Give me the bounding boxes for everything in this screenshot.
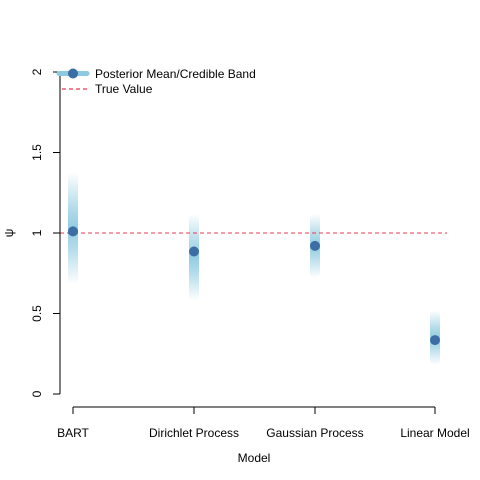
y-axis-label: ψ xyxy=(2,229,16,238)
y-tick-label: 0.5 xyxy=(30,305,44,322)
y-tick-label: 0 xyxy=(30,390,44,397)
legend-label-true-value: True Value xyxy=(95,82,153,96)
x-tick-label: BART xyxy=(57,426,89,440)
posterior-mean-point xyxy=(310,240,320,251)
x-tick-label: Linear Model xyxy=(400,426,469,440)
y-axis: 0 0.5 1 1.5 2 xyxy=(30,68,61,397)
x-axis-label: Model xyxy=(238,451,271,465)
y-tick-label: 2 xyxy=(30,68,44,75)
posterior-mean-point xyxy=(189,246,199,257)
credible-band xyxy=(189,213,199,301)
y-tick-label: 1 xyxy=(30,229,44,236)
x-axis: BART Dirichlet Process Gaussian Process Lin… xyxy=(57,406,470,440)
posterior-mean-points xyxy=(68,226,440,346)
x-tick-label: Gaussian Process xyxy=(266,426,363,440)
legend: Posterior Mean/Credible Band True Value xyxy=(56,67,256,96)
credible-bands xyxy=(68,171,440,366)
y-tick-label: 1.5 xyxy=(30,144,44,161)
legend-label-posterior: Posterior Mean/Credible Band xyxy=(95,67,256,81)
legend-point-swatch xyxy=(68,68,78,79)
x-tick-label: Dirichlet Process xyxy=(149,426,239,440)
posterior-mean-point xyxy=(430,335,440,346)
posterior-mean-point xyxy=(68,226,78,237)
